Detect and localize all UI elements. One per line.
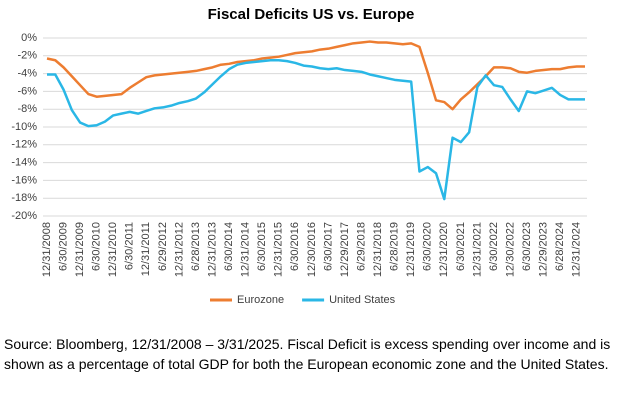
chart: Fiscal Deficits US vs. Europe 0% -2% -4% -6… <box>11 6 587 306</box>
legend-label: Eurozone <box>237 294 284 306</box>
y-tick-label: -8% <box>17 103 37 115</box>
y-tick-label: 0% <box>21 32 37 44</box>
x-tick-label: 12/31/2021 <box>471 222 483 277</box>
x-tick-label: 6/30/2023 <box>521 222 533 271</box>
x-tick-label: 6/30/2014 <box>223 222 235 271</box>
x-tick-label: 6/30/2015 <box>256 222 268 271</box>
y-tick-label: -6% <box>17 85 37 97</box>
y-tick-label: -20% <box>11 210 37 222</box>
x-tick-label: 6/28/2019 <box>389 222 401 271</box>
x-tick-label: 12/31/2012 <box>173 222 185 277</box>
series-line <box>47 59 585 201</box>
x-tick-label: 6/30/2016 <box>289 222 301 271</box>
x-tick-label: 6/30/2009 <box>57 222 69 271</box>
y-tick-label: -18% <box>11 192 37 204</box>
x-tick-label: 12/31/2018 <box>372 222 384 277</box>
x-tick-label: 12/29/2017 <box>339 222 351 277</box>
x-tick-label: 12/31/2014 <box>240 222 252 277</box>
x-tick-label: 12/31/2020 <box>438 222 450 277</box>
x-tick-label: 6/30/2022 <box>488 222 500 271</box>
x-tick-label: 6/30/2020 <box>422 222 434 271</box>
x-tick-label: 6/30/2021 <box>455 222 467 271</box>
x-tick-label: 6/29/2012 <box>157 222 169 271</box>
x-tick-label: 12/31/2024 <box>571 222 583 277</box>
x-tick-label: 12/31/2010 <box>107 222 119 277</box>
legend-label: United States <box>329 294 396 306</box>
x-tick-label: 6/28/2024 <box>554 222 566 271</box>
y-tick-label: -14% <box>11 157 37 169</box>
x-tick-label: 12/31/2008 <box>41 222 53 277</box>
series-line <box>46 40 585 111</box>
x-tick-label: 12/30/2022 <box>504 222 516 277</box>
x-tick-label: 12/30/2016 <box>306 222 318 277</box>
x-tick-label: 12/29/2023 <box>538 222 550 277</box>
y-tick-label: -16% <box>11 174 37 186</box>
x-tick-label: 12/31/2015 <box>273 222 285 277</box>
x-tick-label: 12/31/2011 <box>140 222 152 276</box>
x-tick-label: 6/30/2010 <box>91 222 103 271</box>
x-tick-label: 6/28/2013 <box>190 222 202 271</box>
x-tick-label: 6/30/2017 <box>322 222 334 271</box>
y-tick-label: -4% <box>17 68 37 80</box>
y-tick-label: -2% <box>17 50 37 62</box>
x-tick-label: 12/31/2019 <box>405 222 417 277</box>
x-tick-label: 12/31/2009 <box>74 222 86 277</box>
x-tick-label: 12/31/2013 <box>206 222 218 277</box>
y-tick-label: -10% <box>11 121 37 133</box>
y-tick-label: -12% <box>11 139 37 151</box>
chart-title: Fiscal Deficits US vs. Europe <box>208 6 415 23</box>
x-tick-label: 6/29/2018 <box>355 222 367 271</box>
x-tick-label: 6/30/2011 <box>124 222 136 270</box>
footnote: Source: Bloomberg, 12/31/2008 – 3/31/202… <box>4 336 611 372</box>
